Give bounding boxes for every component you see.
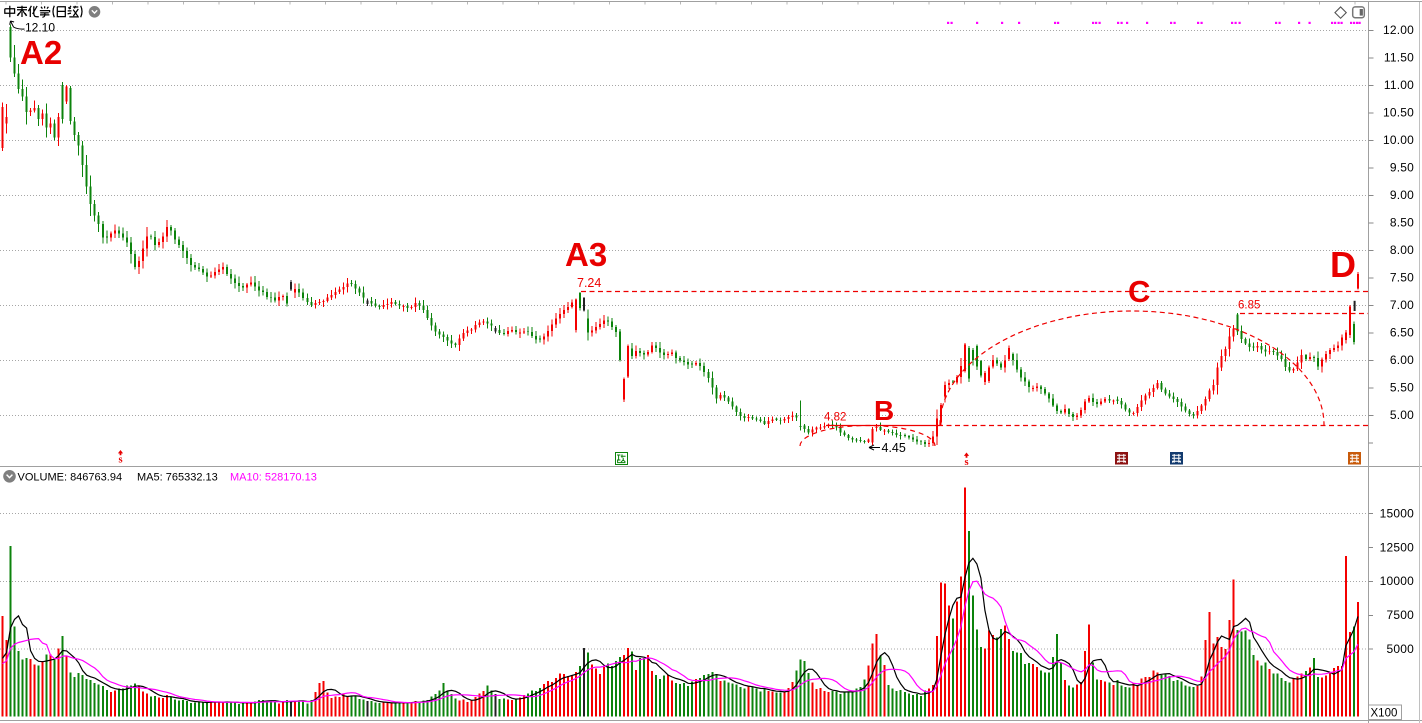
svg-text:7.24: 7.24: [577, 276, 601, 290]
svg-text:7.50: 7.50: [1390, 271, 1414, 285]
svg-text:6.00: 6.00: [1390, 353, 1414, 367]
svg-text:7.00: 7.00: [1390, 298, 1414, 312]
svg-text:VOLUME: 846763.94: VOLUME: 846763.94: [18, 472, 123, 484]
svg-text:MA10: 528170.13: MA10: 528170.13: [230, 472, 317, 484]
svg-text:X100: X100: [1371, 708, 1398, 720]
svg-text:D: D: [1330, 244, 1356, 285]
svg-text:9.50: 9.50: [1390, 161, 1414, 175]
svg-text:12.00: 12.00: [1383, 23, 1414, 37]
svg-text:5000: 5000: [1387, 642, 1415, 656]
svg-text:10.50: 10.50: [1383, 106, 1414, 120]
svg-text:4.45: 4.45: [882, 441, 906, 455]
svg-text:A2: A2: [20, 34, 62, 71]
svg-text:C: C: [1128, 274, 1150, 309]
svg-text:7500: 7500: [1387, 608, 1415, 622]
svg-text:10000: 10000: [1380, 574, 1414, 588]
svg-text:A3: A3: [565, 236, 607, 273]
svg-text:11.50: 11.50: [1384, 51, 1414, 65]
svg-text:6.85: 6.85: [1238, 300, 1260, 312]
svg-text:B: B: [874, 395, 894, 426]
svg-text:5.50: 5.50: [1390, 381, 1414, 395]
svg-text:15000: 15000: [1380, 506, 1414, 520]
svg-text:6.50: 6.50: [1390, 326, 1414, 340]
svg-text:11.00: 11.00: [1384, 78, 1414, 92]
svg-text:s: s: [118, 455, 122, 466]
svg-text:4.82: 4.82: [824, 412, 846, 424]
svg-text:12500: 12500: [1380, 540, 1414, 554]
svg-text:9.00: 9.00: [1390, 188, 1414, 202]
svg-text:s: s: [964, 457, 968, 468]
svg-text:12.10: 12.10: [25, 21, 55, 35]
svg-text:MA5: 765332.13: MA5: 765332.13: [137, 472, 218, 484]
svg-text:8.00: 8.00: [1390, 243, 1414, 257]
svg-text:5.00: 5.00: [1390, 408, 1414, 422]
svg-text:8.50: 8.50: [1390, 216, 1414, 230]
svg-text:10.00: 10.00: [1383, 133, 1414, 147]
